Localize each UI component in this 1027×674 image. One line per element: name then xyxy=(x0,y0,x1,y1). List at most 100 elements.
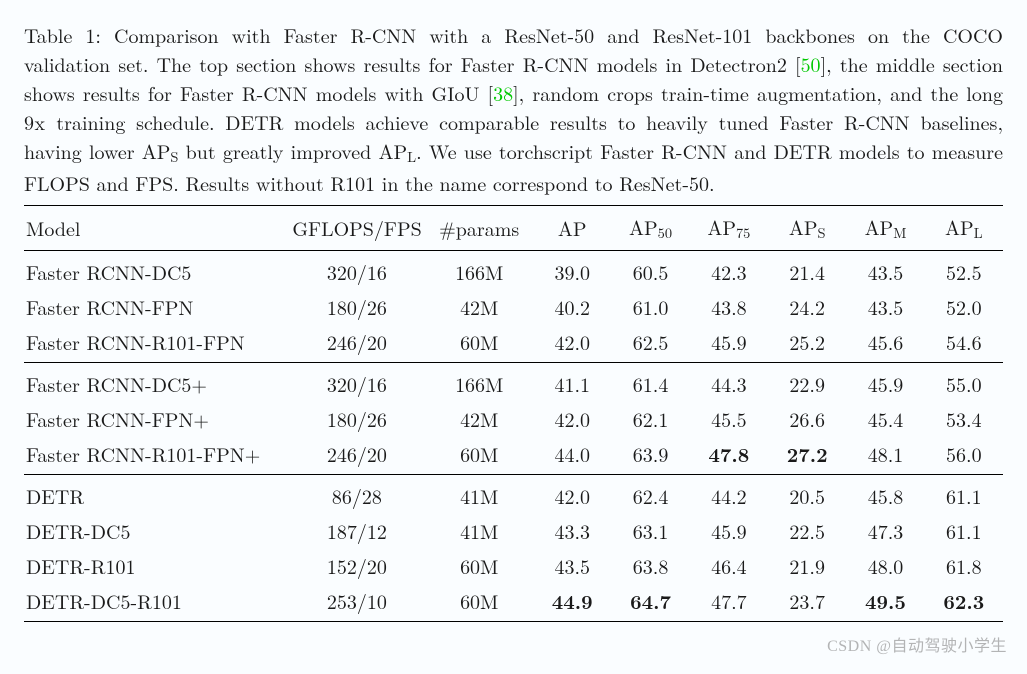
caption-text: ], random crops train-time augmentation,… xyxy=(513,78,1003,107)
table-row: Faster RCNN-FPN180/2642M40.261.043.824.2… xyxy=(24,289,1003,324)
cell-gflops: 187/12 xyxy=(288,513,425,548)
cell-params: 60M xyxy=(425,324,533,363)
table-row: Faster RCNN-R101-FPN+246/2060M44.063.947… xyxy=(24,436,1003,475)
cell-aps: 26.6 xyxy=(768,401,846,436)
table-row: DETR-DC5-R101253/1060M44.964.747.723.749… xyxy=(24,583,1003,622)
cell-params: 42M xyxy=(425,401,533,436)
cell-ap: 42.0 xyxy=(533,474,611,513)
cell-apm: 43.5 xyxy=(846,250,924,289)
cell-ap75: 47.8 xyxy=(690,436,768,475)
cell-ap50: 63.9 xyxy=(611,436,689,475)
cell-ap75: 44.3 xyxy=(690,362,768,401)
cell-apm: 43.5 xyxy=(846,289,924,324)
cell-gflops: 246/20 xyxy=(288,324,425,363)
cell-model: Faster RCNN-DC5+ xyxy=(24,362,288,401)
cell-aps: 22.5 xyxy=(768,513,846,548)
col-ap75: AP75 xyxy=(690,205,768,250)
cell-gflops: 320/16 xyxy=(288,250,425,289)
cell-params: 41M xyxy=(425,513,533,548)
cell-apm: 49.5 xyxy=(846,583,924,622)
col-apl: APL xyxy=(925,205,1003,250)
cell-aps: 21.4 xyxy=(768,250,846,289)
cell-ap: 43.5 xyxy=(533,548,611,583)
cell-ap50: 63.8 xyxy=(611,548,689,583)
cell-gflops: 246/20 xyxy=(288,436,425,475)
cell-ap50: 61.4 xyxy=(611,362,689,401)
cell-params: 166M xyxy=(425,250,533,289)
cell-apl: 61.1 xyxy=(925,513,1003,548)
cell-apm: 48.0 xyxy=(846,548,924,583)
col-model: Model xyxy=(24,205,288,250)
cell-apl: 52.5 xyxy=(925,250,1003,289)
cell-apl: 54.6 xyxy=(925,324,1003,363)
cell-apl: 56.0 xyxy=(925,436,1003,475)
cell-apl: 55.0 xyxy=(925,362,1003,401)
cell-ap50: 62.4 xyxy=(611,474,689,513)
cell-apm: 45.9 xyxy=(846,362,924,401)
table-row: DETR-DC5187/1241M43.363.145.922.547.361.… xyxy=(24,513,1003,548)
citation-50[interactable]: 50 xyxy=(801,49,821,78)
table-row: Faster RCNN-FPN+180/2642M42.062.145.526.… xyxy=(24,401,1003,436)
cell-model: Faster RCNN-R101-FPN xyxy=(24,324,288,363)
cell-params: 60M xyxy=(425,436,533,475)
col-aps: APS xyxy=(768,205,846,250)
cell-apm: 45.8 xyxy=(846,474,924,513)
cell-ap75: 44.2 xyxy=(690,474,768,513)
cell-gflops: 152/20 xyxy=(288,548,425,583)
cell-ap75: 46.4 xyxy=(690,548,768,583)
col-ap: AP xyxy=(533,205,611,250)
cell-model: Faster RCNN-FPN+ xyxy=(24,401,288,436)
cell-ap50: 61.0 xyxy=(611,289,689,324)
cell-ap: 43.3 xyxy=(533,513,611,548)
cell-apm: 45.4 xyxy=(846,401,924,436)
cell-ap75: 45.5 xyxy=(690,401,768,436)
cell-apm: 47.3 xyxy=(846,513,924,548)
table-row: DETR-R101152/2060M43.563.846.421.948.061… xyxy=(24,548,1003,583)
cell-ap: 39.0 xyxy=(533,250,611,289)
cell-model: Faster RCNN-DC5 xyxy=(24,250,288,289)
results-table: Model GFLOPS/FPS #params AP AP50 AP75 AP… xyxy=(24,205,1003,622)
watermark: CSDN @自动驾驶小学生 xyxy=(827,635,1007,658)
cell-ap50: 62.1 xyxy=(611,401,689,436)
cell-ap75: 43.8 xyxy=(690,289,768,324)
citation-38[interactable]: 38 xyxy=(493,78,513,107)
cell-gflops: 180/26 xyxy=(288,289,425,324)
cell-apl: 53.4 xyxy=(925,401,1003,436)
cell-apm: 48.1 xyxy=(846,436,924,475)
cell-ap: 41.1 xyxy=(533,362,611,401)
cell-model: Faster RCNN-FPN xyxy=(24,289,288,324)
cell-gflops: 86/28 xyxy=(288,474,425,513)
cell-apl: 61.1 xyxy=(925,474,1003,513)
cell-aps: 20.5 xyxy=(768,474,846,513)
caption-mono: 9x xyxy=(24,107,46,136)
cell-aps: 27.2 xyxy=(768,436,846,475)
cell-ap: 44.0 xyxy=(533,436,611,475)
cell-params: 166M xyxy=(425,362,533,401)
col-apm: APM xyxy=(846,205,924,250)
cell-aps: 22.9 xyxy=(768,362,846,401)
table-row: Faster RCNN-DC5320/16166M39.060.542.321.… xyxy=(24,250,1003,289)
cell-model: DETR-DC5 xyxy=(24,513,288,548)
table-header-row: Model GFLOPS/FPS #params AP AP50 AP75 AP… xyxy=(24,205,1003,250)
cell-ap: 44.9 xyxy=(533,583,611,622)
cell-apm: 45.6 xyxy=(846,324,924,363)
cell-model: DETR xyxy=(24,474,288,513)
col-gflops: GFLOPS/FPS xyxy=(288,205,425,250)
cell-gflops: 320/16 xyxy=(288,362,425,401)
col-params: #params xyxy=(425,205,533,250)
cell-ap75: 47.7 xyxy=(690,583,768,622)
subscript-l: L xyxy=(407,147,416,167)
cell-aps: 21.9 xyxy=(768,548,846,583)
cell-ap: 42.0 xyxy=(533,324,611,363)
cell-model: Faster RCNN-R101-FPN+ xyxy=(24,436,288,475)
cell-ap75: 45.9 xyxy=(690,324,768,363)
cell-ap75: 45.9 xyxy=(690,513,768,548)
table-row: DETR86/2841M42.062.444.220.545.861.1 xyxy=(24,474,1003,513)
cell-params: 42M xyxy=(425,289,533,324)
cell-gflops: 253/10 xyxy=(288,583,425,622)
cell-gflops: 180/26 xyxy=(288,401,425,436)
cell-apl: 62.3 xyxy=(925,583,1003,622)
cell-model: DETR-R101 xyxy=(24,548,288,583)
cell-params: 41M xyxy=(425,474,533,513)
caption-text: but greatly improved AP xyxy=(178,136,407,165)
